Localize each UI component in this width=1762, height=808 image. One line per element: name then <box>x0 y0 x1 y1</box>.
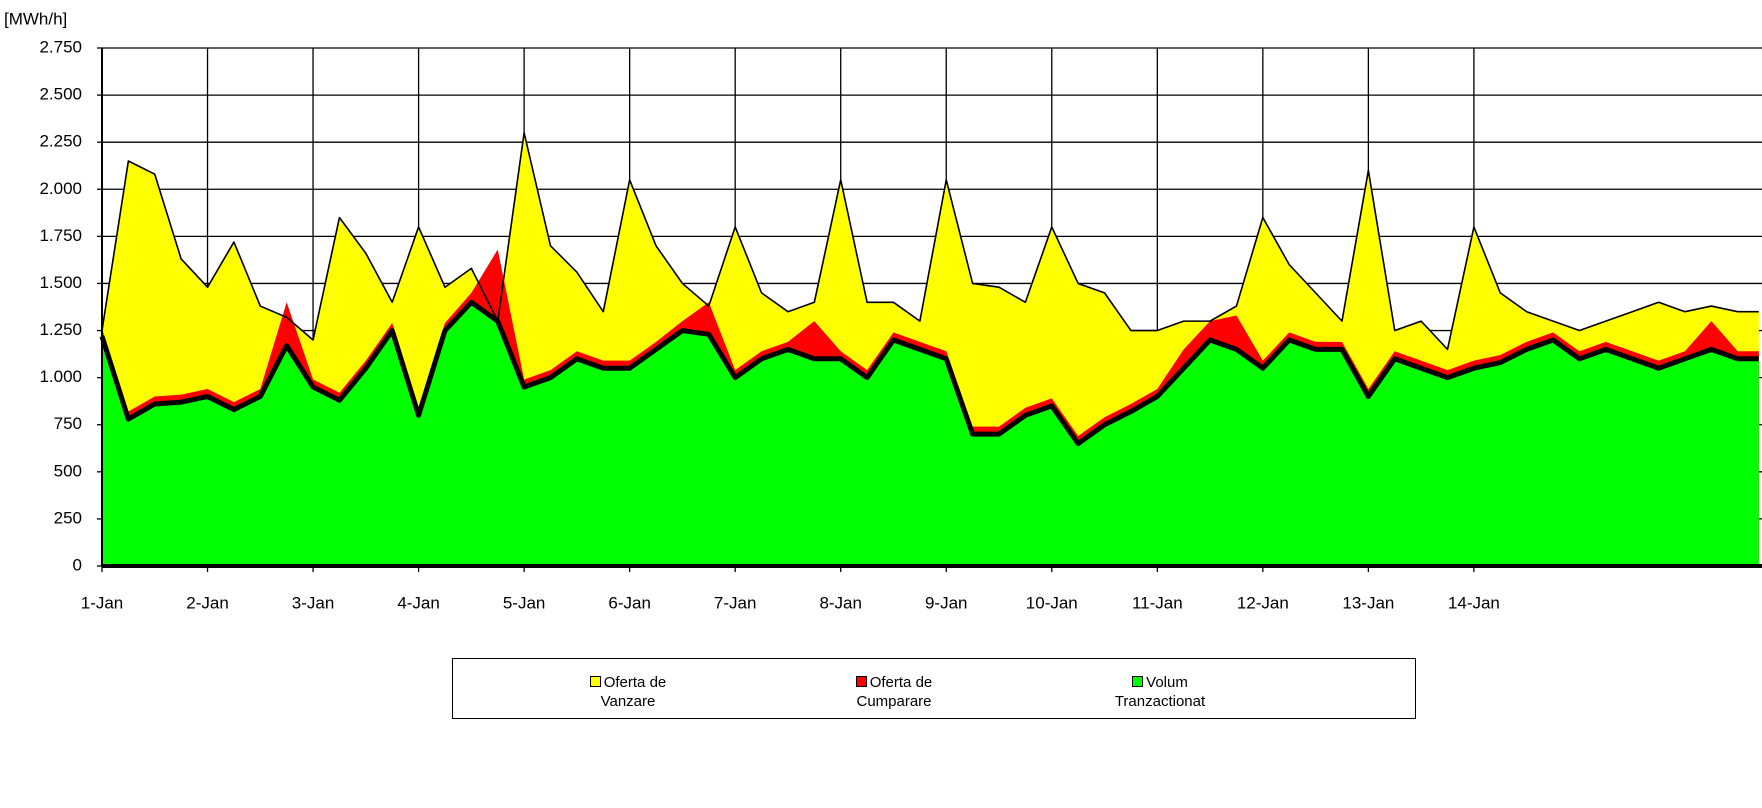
x-tick-label: 9-Jan <box>925 593 968 612</box>
y-tick-label: 750 <box>54 414 82 433</box>
x-tick-label: 11-Jan <box>1132 593 1183 612</box>
y-tick-label: 2.250 <box>39 132 82 151</box>
x-tick-label: 13-Jan <box>1342 593 1394 612</box>
legend-swatch <box>589 676 601 687</box>
y-tick-label: 500 <box>54 461 82 480</box>
legend: Oferta de Vanzare Oferta de Cumparare Volu… <box>452 658 1416 719</box>
y-tick-label: 1.500 <box>39 273 82 292</box>
legend-entry: Oferta de Cumparare <box>829 673 959 711</box>
legend-label: Oferta de Cumparare <box>856 674 933 710</box>
legend-label: Volum Tranzactionat <box>1114 674 1206 710</box>
x-tick-label: 6-Jan <box>608 593 651 612</box>
x-tick-label: 3-Jan <box>292 593 335 612</box>
x-tick-label: 8-Jan <box>819 593 862 612</box>
y-tick-label: 250 <box>54 508 82 527</box>
series-line <box>101 131 1759 351</box>
x-tick-label: 4-Jan <box>397 593 440 612</box>
y-tick-label: 2.000 <box>39 179 82 198</box>
y-tick-label: 1.750 <box>39 226 82 245</box>
legend-entry: Volum Tranzactionat <box>1095 673 1225 711</box>
legend-label: Oferta de Vanzare <box>600 674 667 710</box>
legend-swatch <box>855 676 867 687</box>
legend-entry: Oferta de Vanzare <box>563 673 693 711</box>
y-axis-label: [MWh/h] <box>4 9 67 28</box>
x-tick-label: 2-Jan <box>186 593 229 612</box>
y-tick-label: 0 <box>73 555 82 574</box>
x-tick-label: 5-Jan <box>503 593 546 612</box>
x-tick-label: 10-Jan <box>1026 593 1078 612</box>
x-tick-label: 14-Jan <box>1448 593 1500 612</box>
legend-swatch <box>1132 676 1144 687</box>
series-line <box>99 299 1759 447</box>
x-tick-label: 1-Jan <box>81 593 124 612</box>
y-tick-label: 2.500 <box>39 85 82 104</box>
x-tick-label: 12-Jan <box>1237 593 1289 612</box>
y-tick-label: 2.750 <box>39 37 82 56</box>
x-tick-label: 7-Jan <box>714 593 757 612</box>
y-tick-label: 1.250 <box>39 320 82 339</box>
y-tick-label: 1.000 <box>39 367 82 386</box>
